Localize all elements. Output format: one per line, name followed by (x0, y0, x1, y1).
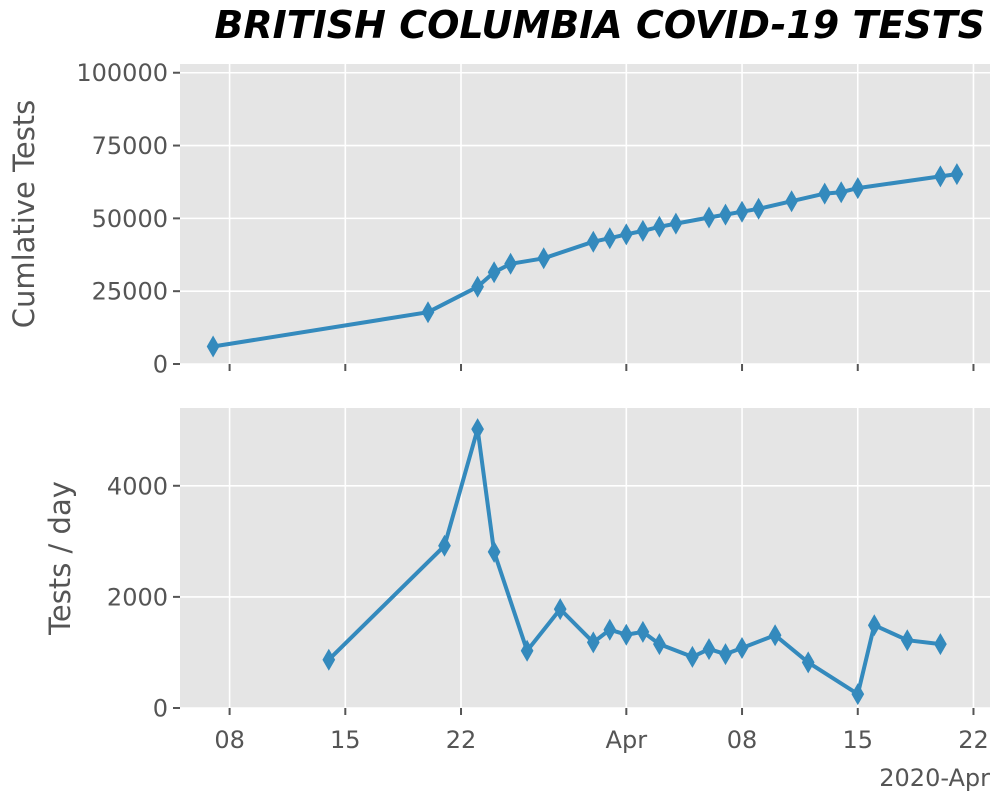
data-point-11 (669, 212, 683, 235)
data-point-0 (206, 335, 220, 358)
data-point-10 (653, 215, 666, 238)
grid-y-daily (180, 484, 990, 709)
y-tick-label-3: 75000 (92, 132, 168, 160)
x-axis-offset-label: 2020-Apr (879, 764, 990, 792)
data-point-4 (504, 252, 517, 275)
data-point-14 (735, 200, 749, 223)
data-point-14 (735, 637, 749, 659)
data-point-19 (900, 629, 914, 652)
data-point-15 (768, 624, 782, 647)
data-point-9 (636, 620, 650, 643)
data-point-3 (487, 540, 501, 563)
y-axis-label-daily: Tests / day (43, 481, 77, 636)
data-point-12 (702, 206, 716, 229)
data-point-7 (603, 618, 617, 641)
markers-cumulative (206, 163, 964, 358)
data-point-7 (603, 227, 617, 250)
data-point-13 (719, 643, 732, 666)
data-point-5 (553, 598, 567, 621)
data-point-16 (785, 190, 798, 213)
y-tick-label-0: 0 (153, 695, 168, 723)
markers-daily (322, 418, 947, 706)
data-point-5 (537, 247, 551, 270)
data-point-19 (851, 177, 865, 200)
x-ticks-daily: 08 15 22 Apr 08 15 22 (214, 708, 989, 754)
y-ticks-cumulative: 0 25000 50000 75000 100000 (76, 59, 180, 379)
plot-area-cumulative (180, 64, 990, 364)
x-tick-label-4: 08 (727, 726, 758, 754)
data-point-8 (619, 623, 633, 646)
data-point-6 (586, 631, 600, 654)
y-tick-label-4: 100000 (76, 59, 168, 87)
data-point-0 (322, 648, 336, 671)
data-point-2 (471, 418, 484, 441)
x-tick-label-2: 22 (446, 726, 477, 754)
data-point-15 (752, 197, 765, 220)
y-ticks-daily: 0 2000 4000 (107, 472, 180, 723)
data-point-1 (438, 534, 451, 557)
data-point-17 (851, 683, 865, 706)
x-tick-label-1: 15 (330, 726, 361, 754)
data-point-20 (934, 633, 947, 656)
data-point-17 (818, 182, 832, 205)
chart-title: BRITISH COLUMBIA COVID-19 TESTS (214, 3, 985, 47)
x-tick-label-0: 08 (214, 726, 245, 754)
data-point-2 (471, 275, 484, 298)
plot-area-daily (180, 408, 990, 708)
y-tick-label-2: 50000 (92, 205, 168, 233)
y-tick-label-1: 25000 (92, 278, 168, 306)
series-line-cumulative (212, 172, 958, 349)
panel-cumulative-tests: 0 25000 50000 75000 100000 Cumlative Tests (7, 59, 990, 379)
panel-tests-per-day: 0 2000 4000 08 15 22 Apr 08 15 22 Tests / day (43, 408, 990, 754)
data-point-4 (520, 639, 534, 662)
data-point-10 (653, 633, 666, 656)
y-tick-label-2: 4000 (107, 472, 168, 500)
y-tick-label-1: 2000 (107, 583, 168, 611)
x-tick-label-3: Apr (606, 726, 648, 754)
x-tick-label-5: 15 (842, 726, 873, 754)
data-point-16 (801, 651, 815, 674)
data-point-13 (719, 203, 732, 226)
data-point-9 (636, 219, 650, 242)
grid-y-cumulative (180, 71, 990, 365)
data-point-18 (867, 614, 881, 637)
data-point-8 (619, 223, 633, 246)
data-point-11 (686, 645, 699, 668)
data-point-3 (487, 261, 501, 284)
y-tick-label-0: 0 (153, 351, 168, 379)
data-point-1 (421, 301, 435, 324)
x-tick-label-6: 22 (958, 726, 989, 754)
data-point-21 (950, 163, 964, 186)
x-ticks-cumulative (228, 364, 975, 371)
data-point-6 (586, 230, 600, 253)
data-point-18 (834, 181, 848, 204)
data-point-20 (934, 165, 947, 188)
data-point-12 (702, 638, 716, 661)
y-axis-label-cumulative: Cumlative Tests (7, 100, 41, 329)
